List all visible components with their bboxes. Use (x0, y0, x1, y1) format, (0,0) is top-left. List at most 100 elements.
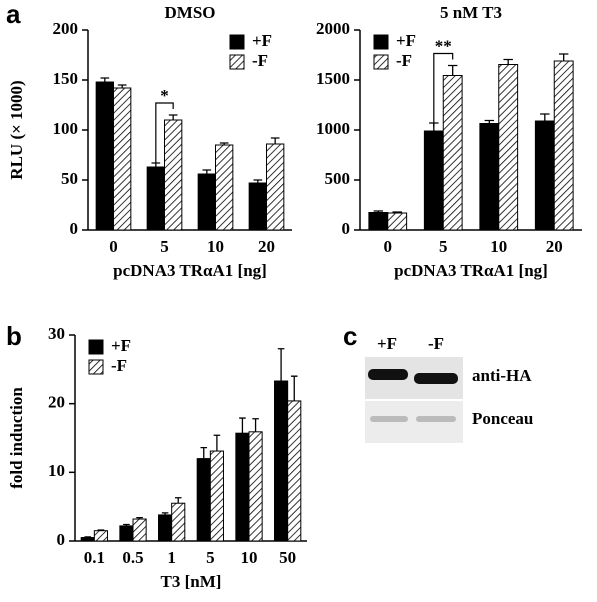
error-bar (202, 169, 212, 174)
error-bar (253, 179, 263, 183)
bar (287, 400, 302, 542)
x-tick-label: 10 (207, 237, 224, 256)
x-tick-label: 20 (258, 237, 275, 256)
bar (368, 212, 389, 231)
legend-swatch (373, 34, 389, 50)
significance-label: * (160, 86, 169, 105)
y-tick-label: 200 (53, 19, 79, 38)
y-tick-label: 10 (48, 461, 65, 480)
bar (164, 119, 183, 231)
error-bar (392, 211, 402, 213)
x-tick-label: 0.5 (122, 548, 143, 567)
y-tick-label: 1000 (316, 119, 350, 138)
bar (80, 537, 95, 542)
error-bar (290, 375, 298, 401)
error-bar (373, 210, 384, 213)
bar (209, 450, 224, 542)
bar (132, 518, 147, 542)
panel-letter: c (343, 321, 357, 351)
bar (215, 144, 234, 231)
x-axis-label: T3 [nM] (161, 572, 222, 591)
chart-title: 5 nM T3 (440, 3, 502, 22)
y-axis-label: fold induction (7, 387, 26, 489)
x-tick-label: 5 (160, 237, 169, 256)
legend-swatch (229, 34, 245, 50)
lane-label: -F (428, 334, 444, 353)
blot (365, 357, 463, 443)
bar (498, 64, 519, 231)
legend-label: +F (111, 336, 131, 355)
x-tick-label: 0 (109, 237, 118, 256)
legend-label: -F (252, 51, 268, 70)
legend-label: -F (396, 51, 412, 70)
y-tick-label: 150 (53, 69, 79, 88)
significance-bracket (433, 52, 454, 127)
error-bar (136, 517, 143, 520)
bar (479, 123, 500, 231)
y-tick-label: 0 (70, 219, 79, 238)
x-tick-label: 5 (439, 237, 448, 256)
bar (553, 60, 574, 231)
y-tick-label: 50 (61, 169, 78, 188)
bar (266, 143, 285, 231)
error-bar (219, 142, 229, 145)
bar (248, 182, 268, 231)
error-bar (100, 77, 110, 82)
lane-label: +F (377, 334, 397, 353)
error-bar (540, 113, 550, 121)
row-label: Ponceau (472, 409, 533, 428)
y-tick-label: 2000 (316, 19, 350, 38)
x-tick-label: 5 (206, 548, 215, 567)
error-bar (277, 348, 285, 382)
band (368, 369, 408, 380)
band (414, 373, 458, 384)
y-tick-label: 100 (53, 119, 79, 138)
y-tick-label: 20 (48, 393, 65, 412)
bar (196, 458, 211, 542)
y-axis-label: RLU (× 1000) (7, 80, 26, 179)
error-bar (270, 137, 280, 144)
bar (442, 75, 463, 231)
significance-label: ** (435, 36, 452, 55)
error-bar (252, 418, 259, 432)
error-bar (97, 529, 105, 531)
legend-label: -F (111, 356, 127, 375)
error-bar (168, 114, 178, 120)
error-bar (558, 53, 569, 61)
legend-swatch (373, 54, 389, 70)
bar (197, 173, 217, 231)
y-tick-label: 30 (48, 324, 65, 343)
error-bar (151, 162, 161, 167)
error-bar (239, 417, 246, 434)
bar (274, 380, 289, 542)
bar (171, 502, 186, 542)
error-bar (123, 523, 130, 526)
bar (235, 432, 250, 542)
y-tick-label: 1500 (316, 69, 350, 88)
x-tick-label: 0.1 (84, 548, 105, 567)
bar (534, 120, 555, 231)
error-bar (117, 84, 127, 88)
x-axis-label: pcDNA3 TRαA1 [ng] (113, 261, 267, 280)
error-bar (84, 536, 92, 538)
x-tick-label: 50 (279, 548, 296, 567)
error-bar (213, 434, 221, 452)
band (370, 416, 408, 422)
legend-swatch (229, 54, 245, 70)
legend-label: +F (252, 31, 272, 50)
bar (93, 530, 108, 542)
error-bar (174, 497, 182, 504)
x-tick-label: 10 (241, 548, 258, 567)
panel-letter: a (6, 0, 21, 29)
bar (95, 81, 115, 231)
error-bar (161, 512, 169, 515)
x-tick-label: 10 (490, 237, 507, 256)
error-bar (484, 119, 495, 124)
bar (113, 87, 132, 231)
band (416, 416, 456, 422)
error-bar (200, 446, 208, 459)
legend-swatch (88, 339, 104, 355)
bar (158, 514, 173, 542)
x-axis-label: pcDNA3 TRαA1 [ng] (394, 261, 548, 280)
bar (387, 212, 408, 231)
